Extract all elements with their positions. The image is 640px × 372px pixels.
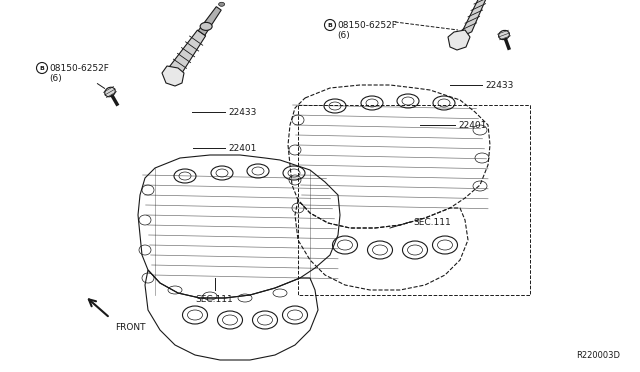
Text: (6): (6): [337, 31, 349, 39]
Text: 22433: 22433: [485, 80, 513, 90]
Text: 22401: 22401: [228, 144, 257, 153]
Text: (6): (6): [49, 74, 61, 83]
Text: 22401: 22401: [458, 121, 486, 129]
Text: R220003D: R220003D: [576, 351, 620, 360]
Polygon shape: [162, 66, 184, 86]
Text: B: B: [328, 22, 332, 28]
Ellipse shape: [105, 87, 115, 97]
Text: B: B: [40, 65, 44, 71]
Ellipse shape: [499, 31, 509, 40]
Ellipse shape: [200, 22, 212, 31]
Polygon shape: [169, 30, 205, 76]
Polygon shape: [448, 30, 470, 50]
Ellipse shape: [219, 2, 225, 6]
Polygon shape: [198, 7, 221, 35]
Text: SEC.111: SEC.111: [413, 218, 451, 227]
Polygon shape: [459, 0, 490, 38]
Text: 08150-6252F: 08150-6252F: [49, 64, 109, 73]
Text: 22433: 22433: [228, 108, 257, 116]
Text: 08150-6252F: 08150-6252F: [337, 20, 397, 29]
Text: FRONT: FRONT: [115, 323, 145, 332]
Text: SEC.111: SEC.111: [195, 295, 233, 304]
